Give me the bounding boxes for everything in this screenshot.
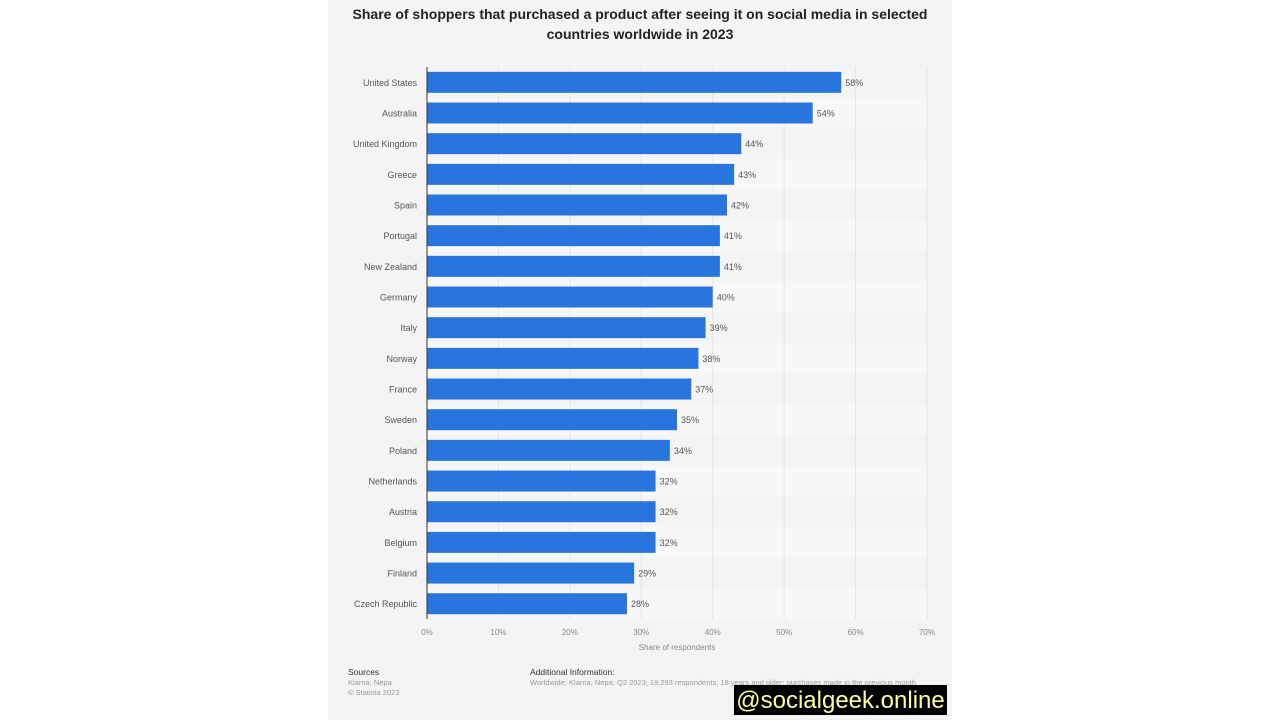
chart-title: Share of shoppers that purchased a produ… (352, 6, 928, 42)
category-label: Spain (394, 201, 417, 211)
data-label: 34% (674, 446, 692, 456)
additional-info: Additional Information: Worldwide; Klarn… (530, 667, 940, 688)
bar (427, 194, 727, 216)
data-label: 54% (817, 109, 835, 119)
bar (427, 562, 635, 584)
x-tick-label: 10% (490, 628, 506, 637)
bar (427, 409, 677, 431)
x-tick-label: 70% (919, 628, 935, 637)
data-label: 44% (745, 139, 763, 149)
category-label: United Kingdom (353, 139, 417, 149)
bar (427, 225, 720, 247)
x-tick-label: 20% (562, 628, 578, 637)
category-label: Australia (382, 109, 417, 119)
sources-block: Sources Klarna; Nepa © Statista 2023 (348, 667, 399, 698)
category-label: Sweden (384, 415, 417, 425)
category-label: Germany (380, 293, 418, 303)
category-label: France (389, 385, 417, 395)
bar (427, 71, 842, 93)
data-label: 35% (681, 415, 699, 425)
x-axis-title: Share of respondents (639, 643, 716, 652)
category-label: Italy (400, 323, 417, 333)
data-label: 58% (845, 78, 863, 88)
category-label: Poland (389, 446, 417, 456)
data-label: 37% (695, 385, 713, 395)
data-label: 29% (638, 569, 656, 579)
x-tick-label: 30% (633, 628, 649, 637)
data-label: 42% (731, 201, 749, 211)
x-tick-label: 40% (705, 628, 721, 637)
category-label: Czech Republic (354, 599, 418, 609)
category-label: Belgium (384, 538, 417, 548)
additional-label: Additional Information: (530, 667, 615, 677)
data-label: 32% (660, 538, 678, 548)
data-label: 32% (660, 507, 678, 517)
bar (427, 286, 713, 308)
data-label: 39% (710, 323, 728, 333)
x-tick-label: 0% (421, 628, 433, 637)
data-label: 38% (702, 354, 720, 364)
category-label: United States (363, 78, 418, 88)
copyright: © Statista 2023 (348, 688, 400, 697)
data-label: 41% (724, 262, 742, 272)
sources-label: Sources (348, 667, 380, 677)
x-tick-label: 50% (776, 628, 792, 637)
category-label: Finland (387, 569, 417, 579)
bar (427, 439, 670, 461)
data-label: 32% (660, 477, 678, 487)
data-label: 28% (631, 599, 649, 609)
data-label: 40% (717, 293, 735, 303)
watermark: @socialgeek.online (734, 685, 947, 715)
bar (427, 378, 692, 400)
bar (427, 593, 627, 615)
category-label: Austria (389, 507, 417, 517)
bar (427, 255, 720, 277)
bar (427, 347, 699, 369)
data-label: 43% (738, 170, 756, 180)
bar (427, 531, 656, 553)
bar (427, 102, 813, 124)
category-label: Netherlands (368, 477, 417, 487)
category-label: Portugal (383, 231, 417, 241)
x-tick-label: 60% (848, 628, 864, 637)
bar (427, 163, 735, 185)
additional-text: Worldwide; Klarna; Nepa; Q2 2023; 19,293… (530, 678, 916, 687)
bar (427, 133, 742, 155)
category-label: Greece (387, 170, 417, 180)
bar (427, 501, 656, 523)
bar (427, 317, 706, 339)
category-label: Norway (386, 354, 417, 364)
bar (427, 470, 656, 492)
category-label: New Zealand (364, 262, 417, 272)
sources-text: Klarna; Nepa (348, 678, 392, 687)
data-label: 41% (724, 231, 742, 241)
